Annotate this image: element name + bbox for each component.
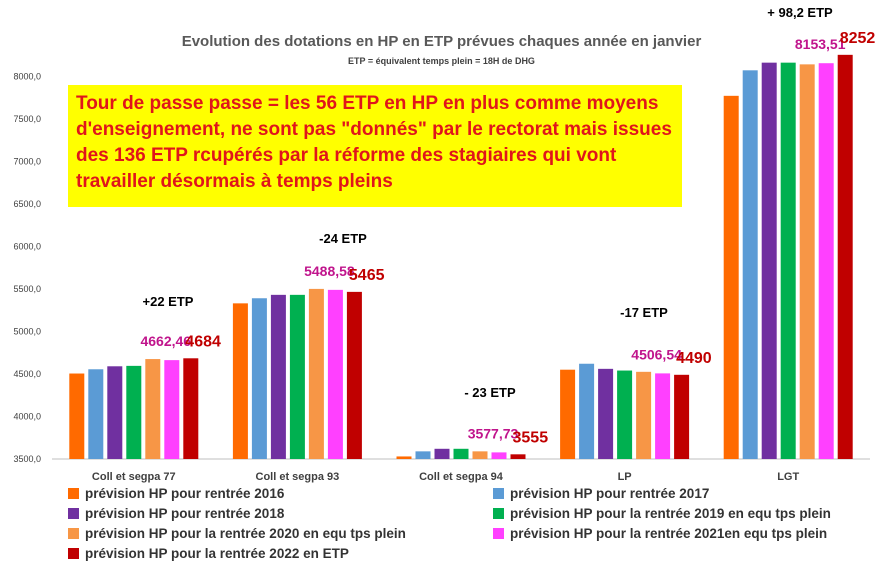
legend: prévision HP pour rentrée 2016 prévision …: [68, 486, 868, 566]
bar: [145, 359, 161, 459]
legend-swatch: [493, 508, 504, 519]
x-tick-label: Coll et segpa 94: [419, 471, 504, 483]
y-tick-label: 4500,0: [13, 369, 41, 379]
legend-label: prévision HP pour rentrée 2016: [85, 486, 285, 501]
bar: [415, 451, 431, 459]
bar: [655, 373, 671, 459]
legend-item: prévision HP pour rentrée 2018: [68, 506, 284, 521]
bar: [742, 70, 758, 459]
x-tick-label: LGT: [777, 471, 799, 483]
y-tick-label: 6500,0: [13, 199, 41, 209]
legend-item: prévision HP pour rentrée 2017: [493, 486, 709, 501]
bar: [289, 294, 305, 459]
bar: [579, 363, 595, 459]
legend-item: prévision HP pour rentrée 2016: [68, 486, 284, 501]
bar: [472, 451, 488, 459]
annotation-label: -17 ETP: [620, 305, 668, 320]
bar: [396, 456, 412, 459]
legend-swatch: [493, 488, 504, 499]
legend-label: prévision HP pour la rentrée 2019 en equ…: [510, 506, 831, 521]
data-label: 5465: [349, 267, 385, 284]
annotation-label: -24 ETP: [319, 231, 367, 246]
data-label: 4490: [676, 350, 712, 367]
y-tick-label: 3500,0: [13, 454, 41, 464]
y-tick-label: 5500,0: [13, 284, 41, 294]
legend-label: prévision HP pour rentrée 2018: [85, 506, 285, 521]
legend-label: prévision HP pour rentrée 2017: [510, 486, 710, 501]
bar: [270, 294, 286, 459]
legend-label: prévision HP pour la rentrée 2021en equ …: [510, 526, 828, 541]
annotation-label: - 23 ETP: [464, 385, 516, 400]
legend-item: prévision HP pour la rentrée 2022 en ETP: [68, 546, 349, 561]
data-label: 3555: [513, 429, 549, 446]
legend-label: prévision HP pour la rentrée 2020 en equ…: [85, 526, 406, 541]
bar: [183, 358, 199, 459]
x-tick-label: Coll et segpa 93: [256, 471, 340, 483]
bar: [308, 288, 324, 459]
bar: [818, 63, 834, 460]
y-tick-label: 8000,0: [13, 71, 41, 81]
legend-item: prévision HP pour la rentrée 2019 en equ…: [493, 506, 831, 521]
legend-label: prévision HP pour la rentrée 2022 en ETP: [85, 546, 349, 561]
bar: [780, 62, 796, 460]
y-tick-label: 7000,0: [13, 156, 41, 166]
bar: [598, 368, 614, 459]
bar: [126, 365, 142, 459]
legend-swatch: [68, 548, 79, 559]
legend-item: prévision HP pour la rentrée 2020 en equ…: [68, 526, 406, 541]
data-label: 4662,46: [140, 333, 191, 349]
data-label: 8153,51: [795, 36, 846, 52]
bar: [510, 454, 526, 459]
bar: [453, 448, 469, 459]
chart-title: Evolution des dotations en HP en ETP pré…: [181, 33, 702, 50]
data-label: 4506,54: [631, 346, 682, 362]
y-tick-label: 5000,0: [13, 326, 41, 336]
y-tick-label: 7500,0: [13, 114, 41, 124]
data-label: 3577,73: [468, 425, 519, 441]
bar: [434, 448, 450, 459]
x-tick-label: LP: [618, 471, 632, 483]
legend-swatch: [493, 528, 504, 539]
data-label: 4684: [185, 333, 221, 350]
legend-swatch: [68, 488, 79, 499]
y-tick-label: 4000,0: [13, 411, 41, 421]
bar: [723, 95, 739, 460]
bar: [560, 369, 576, 459]
bar: [636, 371, 652, 459]
bar: [69, 373, 85, 459]
bar: [251, 298, 267, 459]
bar: [346, 291, 362, 459]
bar: [327, 289, 343, 459]
bar: [232, 303, 248, 459]
bar: [107, 366, 123, 459]
bar: [674, 374, 690, 459]
bar: [491, 452, 507, 459]
bar: [761, 62, 777, 460]
bar: [837, 54, 853, 459]
y-tick-label: 6000,0: [13, 241, 41, 251]
x-tick-label: Coll et segpa 77: [92, 471, 176, 483]
legend-item: prévision HP pour la rentrée 2021en equ …: [493, 526, 827, 541]
bar: [164, 360, 180, 459]
bar: [799, 64, 815, 460]
annotation-label: +22 ETP: [143, 294, 194, 309]
bar: [88, 369, 104, 459]
legend-swatch: [68, 508, 79, 519]
bar: [617, 370, 633, 459]
annotation-label: + 98,2 ETP: [767, 5, 833, 20]
annotation-note-box: Tour de passe passe = les 56 ETP en HP e…: [68, 85, 682, 207]
chart-subtitle: ETP = équivalent temps plein = 18H de DH…: [348, 56, 535, 66]
legend-swatch: [68, 528, 79, 539]
data-label: 8252: [840, 30, 876, 47]
data-label: 5488,58: [304, 263, 355, 279]
